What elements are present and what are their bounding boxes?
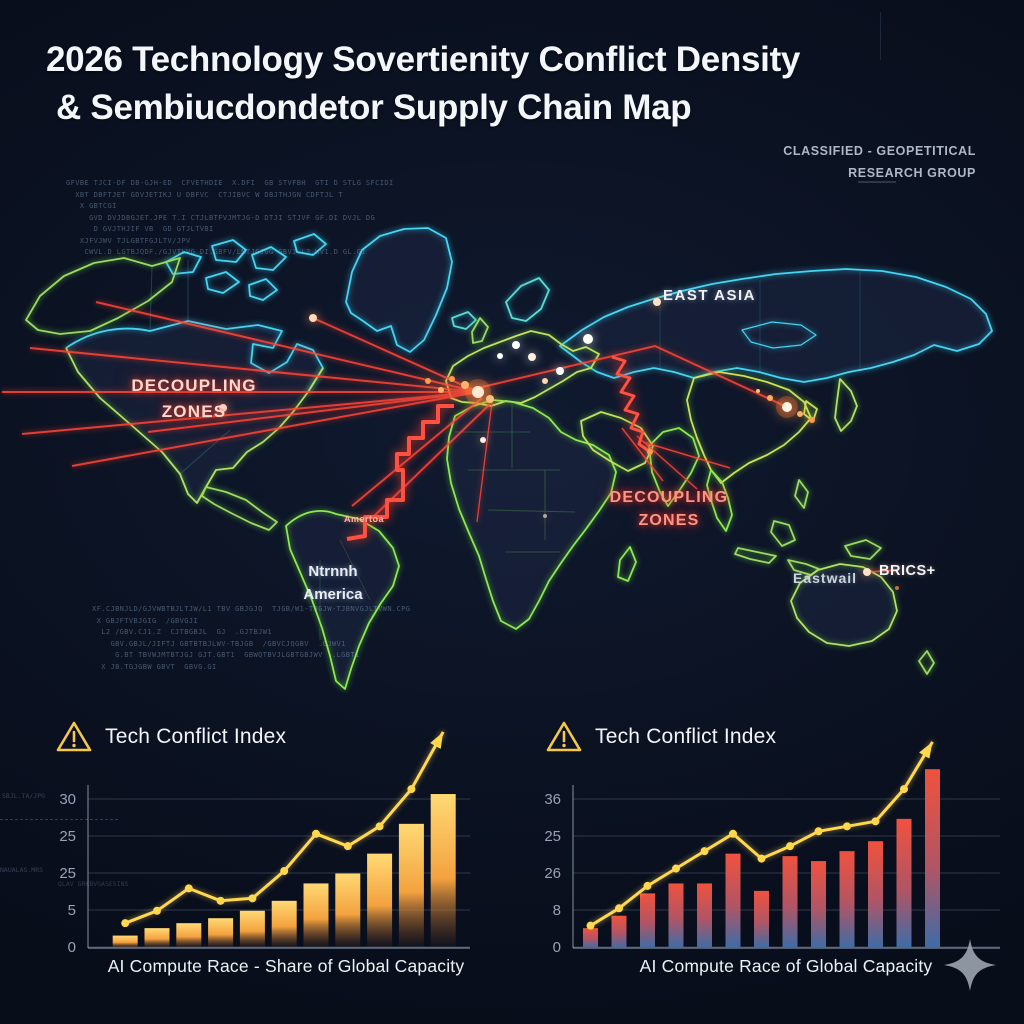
tech-conflict-chart-right: 36 25 26 8 0	[544, 741, 1000, 956]
svg-text:0: 0	[68, 939, 76, 956]
conflict-zigzags	[346, 355, 651, 541]
tech-conflict-chart-left: 30 25 25 5 0	[59, 731, 470, 956]
classification-text: CLASSIFIED - GEOPETITICAL RESEARCH GROUP	[783, 144, 976, 180]
map-label-east-asia: EAST ASIA	[663, 287, 756, 304]
map-label-brics: BRICS+	[879, 563, 936, 579]
map-label-decoupling-zones-west: DECOUPLING ZONES	[131, 376, 257, 421]
glitch-text-block-bottom: XF.CJBNJLD/GJVWBTBJLTJW/L1 TBV GBJGJQ TJ…	[92, 605, 411, 671]
page-title-line2: & Sembiucdondetor Supply Chain Map	[56, 88, 692, 128]
svg-text:5: 5	[68, 902, 76, 919]
divider	[858, 181, 896, 183]
glitch-text-chart: QLAV GRKBVGASESINS	[58, 880, 129, 888]
chart-panel-left: Tech Conflict Index 30 25 25 5 0 AI Compute …	[40, 716, 490, 1001]
svg-text:25: 25	[544, 828, 561, 845]
map-label-australia: Eastwail	[793, 570, 858, 586]
chart-title: Tech Conflict Index	[595, 724, 777, 748]
sparkle-icon	[944, 939, 996, 991]
map-label-south-america: Ntrnnh America	[303, 563, 363, 603]
chart-header: Tech Conflict Index	[56, 720, 286, 753]
glitch-text-side: SBJL.TA/JPG	[2, 792, 46, 800]
svg-text:30: 30	[59, 791, 76, 808]
svg-text:8: 8	[553, 902, 561, 919]
svg-text:26: 26	[544, 865, 561, 882]
svg-text:0: 0	[553, 939, 561, 956]
map-coast-north	[65, 227, 993, 393]
page-title-line1: 2026 Technology Sovertienity Conflict De…	[46, 40, 801, 79]
warning-triangle-icon	[546, 721, 582, 752]
map-label-decoupling-zones-east: DECOUPLING ZONES	[609, 489, 729, 530]
chart-header: Tech Conflict Index	[546, 720, 776, 753]
map-interior-borders	[149, 260, 861, 640]
svg-text:25: 25	[59, 828, 76, 845]
divider	[0, 819, 118, 820]
map-label-south-america-alt: Amertoa	[344, 514, 385, 524]
map-land-fill	[66, 228, 992, 689]
svg-text:25: 25	[59, 865, 76, 882]
warning-triangle-icon	[56, 721, 92, 752]
chart-xlabel: AI Compute Race of Global Capacity	[639, 956, 933, 976]
chart-title: Tech Conflict Index	[105, 724, 287, 748]
svg-text:36: 36	[544, 791, 561, 808]
chart-xlabel: AI Compute Race - Share of Global Capaci…	[107, 956, 465, 976]
glitch-text-side: NAUALAS.MRS	[0, 866, 44, 874]
conflict-lines	[2, 301, 899, 573]
glitch-text-block-top: GFVBE TJCI-DF DB-GJH-ED CFVETHDIE X.DFI …	[66, 179, 394, 257]
chart-panel-right: Tech Conflict Index 36 25 26 8 0 AI Compute …	[530, 716, 1000, 1001]
page-title: 2026 Technology Sovertienity Conflict De…	[46, 36, 800, 133]
conflict-hotspots	[219, 298, 899, 590]
map-coast-south	[25, 257, 935, 690]
divider	[880, 12, 881, 60]
